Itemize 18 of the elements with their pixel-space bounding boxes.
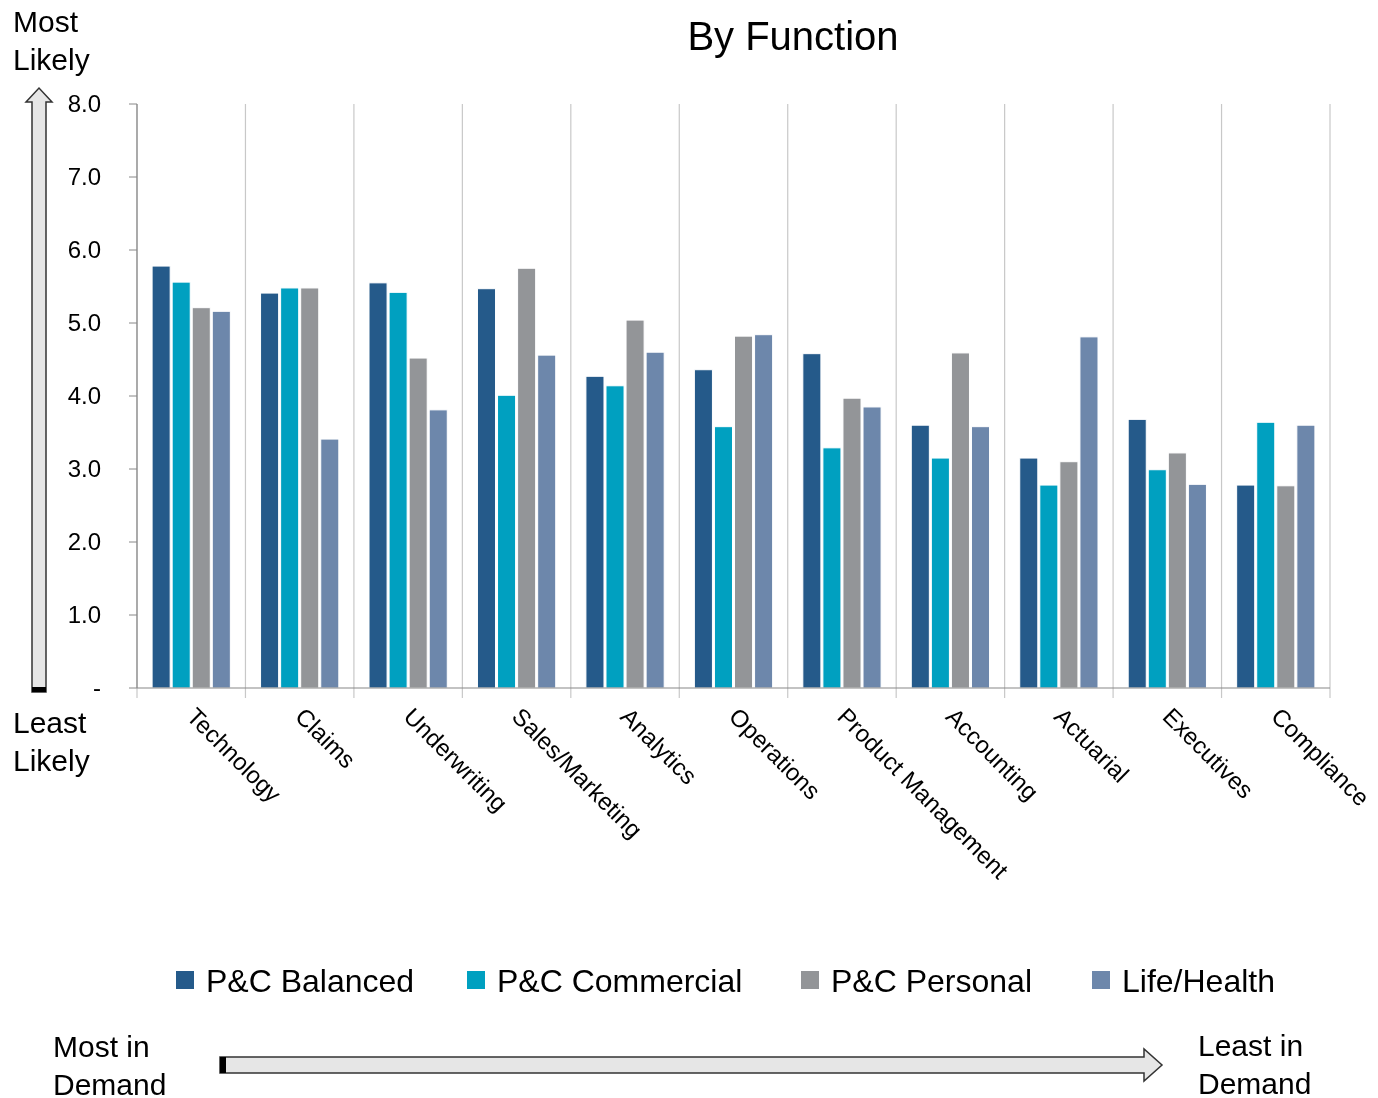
y-tick-label: - [93, 674, 101, 702]
text: Most in Demand [53, 1030, 167, 1098]
legend-label: P&C Commercial [497, 963, 743, 999]
y-tick-label: 6.0 [67, 236, 101, 264]
chart-title: By Function [687, 14, 899, 58]
legend-label: P&C Personal [831, 963, 1032, 999]
legend-label: Life/Health [1122, 963, 1275, 999]
text: Least Likely [13, 706, 90, 777]
text: Most Likely [13, 5, 90, 76]
y-tick-label: 5.0 [67, 309, 101, 337]
y-tick-label: 2.0 [67, 528, 101, 556]
y-tick-label: 3.0 [67, 455, 101, 483]
text: Least in Demand [1198, 1029, 1312, 1098]
y-tick-label: 7.0 [67, 163, 101, 191]
y-tick-label: 1.0 [67, 601, 101, 629]
legend-label: P&C Balanced [206, 963, 415, 999]
y-tick-label: 8.0 [67, 90, 101, 118]
y-tick-label: 4.0 [67, 382, 101, 410]
